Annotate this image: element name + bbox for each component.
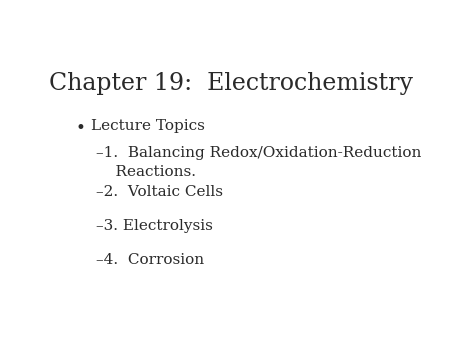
Text: –1.  Balancing Redox/Oxidation-Reduction
    Reactions.: –1. Balancing Redox/Oxidation-Reduction … [96, 146, 422, 179]
Text: –3. Electrolysis: –3. Electrolysis [96, 219, 213, 233]
Text: •: • [76, 119, 86, 137]
Text: Chapter 19:  Electrochemistry: Chapter 19: Electrochemistry [49, 72, 413, 95]
Text: –4.  Corrosion: –4. Corrosion [96, 253, 204, 267]
Text: –2.  Voltaic Cells: –2. Voltaic Cells [96, 185, 223, 199]
Text: Lecture Topics: Lecture Topics [91, 119, 205, 132]
